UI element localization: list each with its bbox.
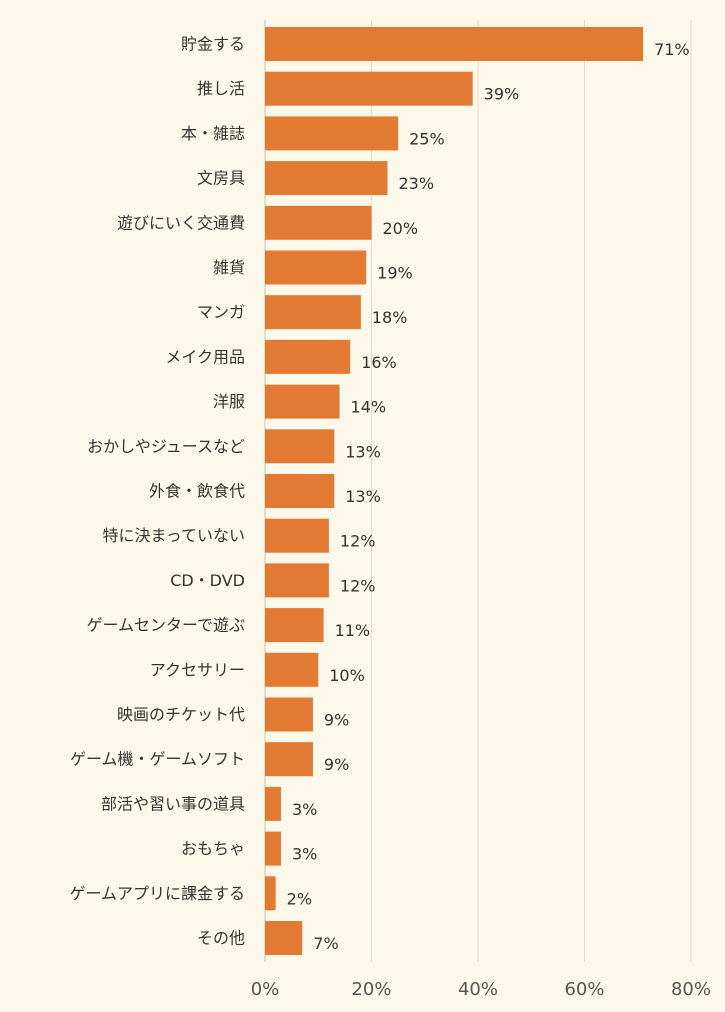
category-label: アクセサリー [150,660,245,679]
category-label-layer: 貯金する推し活本・雑誌文房具遊びにいく交通費雑貨マンガメイク用品洋服おかしやジュ… [69,35,245,948]
category-label: メイク用品 [165,347,245,366]
x-tick-label: 60% [564,979,604,1000]
data-label: 10% [329,666,365,685]
data-label: 3% [292,800,317,819]
category-label: CD・DVD [170,571,245,590]
category-label: おかしやジュースなど [87,437,245,456]
x-tick-layer: 0% 20% 40% 60% 80% [251,979,711,1000]
bar [265,250,367,285]
category-label: ゲーム機・ゲームソフト [70,750,245,769]
category-label: 遊びにいく交通費 [117,213,245,232]
category-label: 雑貨 [213,258,245,277]
category-label: 本・雑誌 [181,124,245,143]
bar [265,563,329,598]
bar [265,652,319,687]
data-label: 25% [409,129,445,148]
data-label: 14% [351,398,387,417]
category-label: 貯金する [181,35,245,54]
data-label: 12% [340,576,376,595]
category-label: 推し活 [197,79,245,98]
data-label: 7% [313,934,338,953]
category-label: 映画のチケット代 [117,705,245,724]
bar [265,921,303,955]
data-label: 71% [654,40,690,59]
data-label: 11% [335,621,371,640]
data-label: 13% [345,442,381,461]
bar [265,474,335,508]
bar [265,205,372,240]
category-label: ゲームアプリに課金する [69,884,245,903]
bar [265,339,351,374]
category-label: マンガ [197,303,245,322]
bar [265,429,335,464]
data-label: 3% [292,845,317,864]
x-tick-label: 40% [458,979,498,1000]
bar [265,27,644,61]
bar [265,518,329,553]
data-label: 39% [484,85,520,104]
data-label: 23% [398,174,434,193]
category-label: 洋服 [213,392,245,411]
bar [265,742,313,777]
data-label: 12% [340,532,376,551]
bar [265,876,276,911]
bar [265,295,361,330]
bar [265,697,313,732]
category-label: 特に決まっていない [102,526,245,545]
value-label-layer: 71% 39% 25% 23% 20% 19% 18% 16% 14% 13% 13% 12% 12% 1… [287,40,690,953]
data-label: 18% [372,308,408,327]
x-tick-label: 20% [351,979,391,1000]
data-label: 16% [361,353,397,372]
x-tick-label: 80% [671,979,711,1000]
category-label: おもちゃ [181,839,245,858]
bar [265,161,388,196]
bar [265,786,281,821]
category-label: 部活や習い事の道具 [101,794,245,813]
bar [265,116,399,151]
category-label: その他 [197,929,245,948]
data-label: 13% [345,487,381,506]
category-label: ゲームセンターで遊ぶ [86,616,245,635]
x-tick-label: 0% [251,979,280,1000]
bar [265,71,473,106]
data-label: 20% [383,219,419,238]
data-label: 2% [287,889,312,908]
bar [265,384,340,419]
category-label: 文房具 [197,169,245,188]
bar-layer [265,27,644,955]
data-label: 9% [324,755,349,774]
data-label: 9% [324,711,349,730]
data-label: 19% [377,264,413,283]
bar [265,831,281,866]
category-label: 外食・飲食代 [149,482,245,501]
bar [265,608,324,643]
